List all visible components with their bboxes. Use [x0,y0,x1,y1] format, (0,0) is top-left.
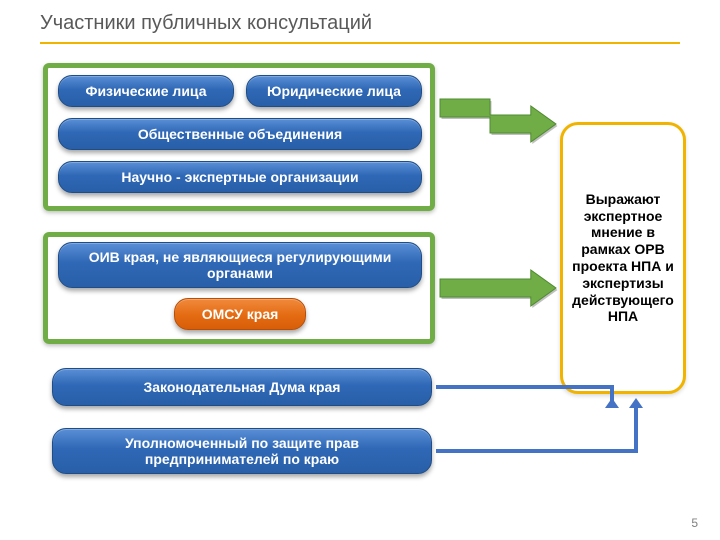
page-number: 5 [691,516,698,530]
pill-scientific-orgs: Научно - экспертные организации [58,161,422,193]
pill-duma: Законодательная Дума края [52,368,432,406]
pill-public-associations: Общественные объединения [58,118,422,150]
pill-omsu: ОМСУ края [174,298,306,330]
pill-physical-persons: Физические лица [58,75,234,107]
title-underline [40,42,680,44]
pill-oiv: ОИВ края, не являющиеся регулирующими ор… [58,242,422,288]
pill-legal-persons: Юридические лица [246,75,422,107]
slide-title: Участники публичных консультаций [40,12,372,35]
result-box: Выражают экспертное мнение в рамках ОРВ … [560,122,686,394]
pill-ombudsman: Уполномоченный по защите прав предприним… [52,428,432,474]
